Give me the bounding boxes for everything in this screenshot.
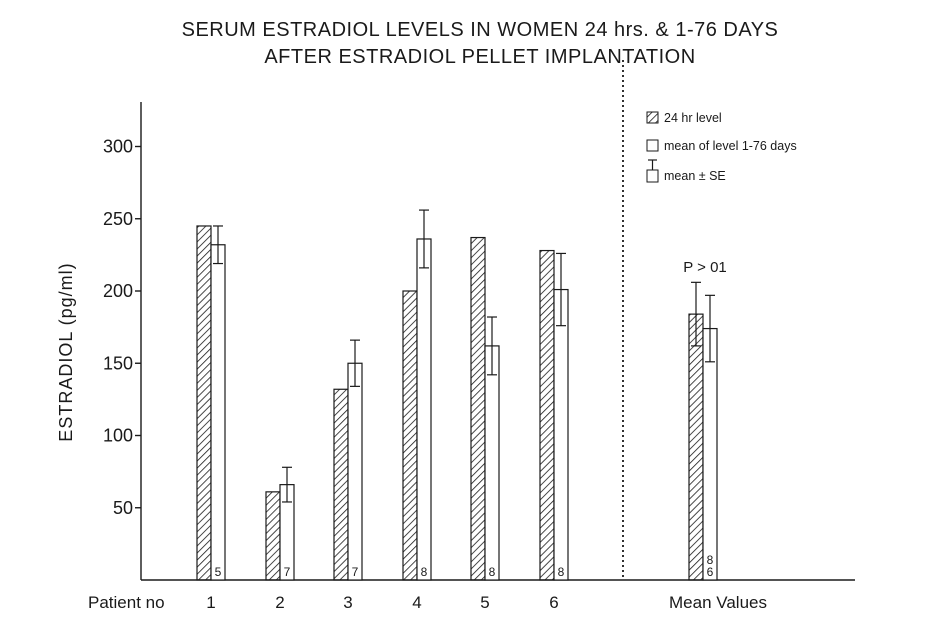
category-labels: 1 2 3 4 5 6 Mean Values [206, 593, 767, 612]
bar-mean-4 [416, 238, 432, 581]
n-label-6: 8 [558, 565, 565, 579]
n-label-2: 7 [284, 565, 291, 579]
bar-mean-6 [553, 288, 569, 581]
y-tick-label-50: 50 [113, 498, 133, 518]
y-tick-label-250: 250 [103, 209, 133, 229]
legend-text-24hr: 24 hr level [664, 111, 722, 125]
legend: 24 hr level mean of level 1-76 days mean… [646, 111, 797, 183]
bars: 5 7 7 8 8 8 68 [196, 209, 718, 581]
bar-24hr-4 [402, 290, 418, 581]
n-label-1: 5 [215, 565, 222, 579]
y-tick-label-300: 300 [103, 137, 133, 157]
y-ticks: 50 100 150 200 250 300 [103, 137, 141, 518]
bar-mean-5 [484, 345, 500, 581]
legend-text-mean-level: mean of level 1-76 days [664, 139, 797, 153]
category-label-1: 1 [206, 593, 215, 612]
y-tick-label-100: 100 [103, 426, 133, 446]
category-label-5: 5 [480, 593, 489, 612]
bar-24hr-5 [470, 236, 486, 581]
category-label-3: 3 [343, 593, 352, 612]
legend-errorbar-symbol [646, 159, 659, 183]
x-prefix-label: Patient no [88, 593, 165, 612]
bar-24hr-6 [539, 249, 555, 581]
legend-swatch-hatched [646, 111, 659, 124]
n-label-4: 8 [421, 565, 428, 579]
n-label-3: 7 [352, 565, 359, 579]
bar-24hr-2 [265, 491, 281, 581]
n-label-5: 8 [489, 565, 496, 579]
chart-title-line-1: SERUM ESTRADIOL LEVELS IN WOMEN 24 hrs. … [182, 19, 779, 41]
bar-mean-1 [210, 244, 226, 581]
bar-mean-3 [347, 362, 363, 581]
legend-swatch-open [646, 139, 659, 152]
y-axis-label: ESTRADIOL (pg/ml) [56, 262, 76, 441]
legend-text-errorbar: mean ± SE [664, 169, 726, 183]
y-tick-label-200: 200 [103, 281, 133, 301]
bar-24hr-3 [333, 388, 349, 581]
n-label-7: 6 [707, 565, 714, 579]
category-label-7: Mean Values [669, 593, 767, 612]
n-label-mean-extra: 8 [707, 553, 714, 567]
category-label-6: 6 [549, 593, 558, 612]
y-tick-label-150: 150 [103, 353, 133, 373]
bar-24hr-1 [196, 225, 212, 581]
category-label-4: 4 [412, 593, 421, 612]
bar-24hr-7 [688, 313, 704, 581]
significance-annotation: P > 01 [683, 259, 727, 276]
bar-mean-7 [702, 327, 718, 581]
chart-title-line-2: AFTER ESTRADIOL PELLET IMPLANTATION [264, 46, 695, 68]
category-label-2: 2 [275, 593, 284, 612]
